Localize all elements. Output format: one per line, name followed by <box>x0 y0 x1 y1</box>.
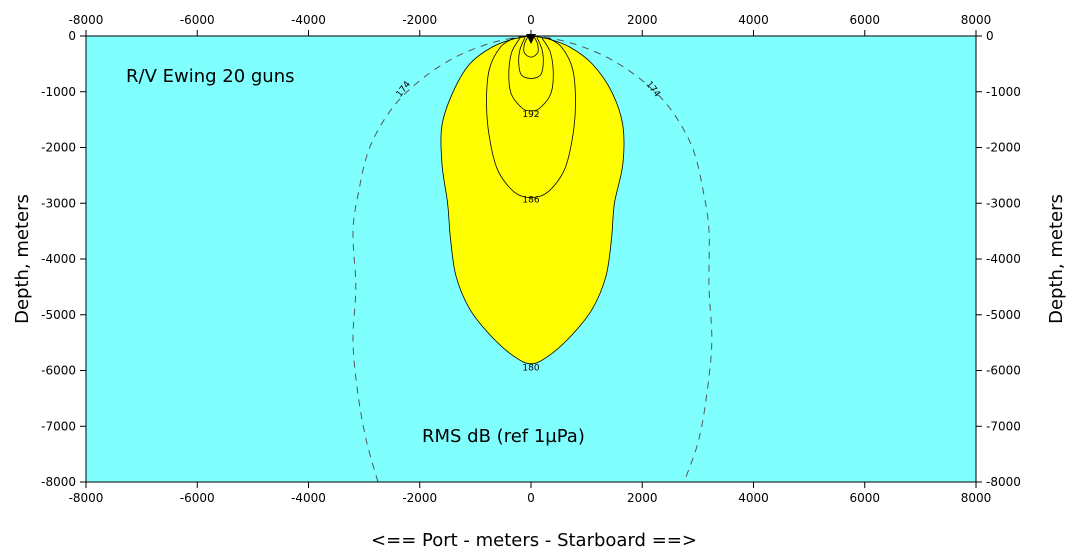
y-tick-label-left: 0 <box>68 29 76 43</box>
x-tick-label-bottom: -8000 <box>69 491 104 505</box>
contour-label-180: 180 <box>522 364 539 374</box>
y-tick-label-left: -2000 <box>41 141 76 155</box>
y-tick-label-left: -6000 <box>41 364 76 378</box>
y-tick-label-right: -6000 <box>986 364 1021 378</box>
y-tick-label-left: -3000 <box>41 196 76 210</box>
x-tick-label-bottom: -6000 <box>180 491 215 505</box>
contour-label-192: 192 <box>522 110 539 120</box>
contour-192 <box>508 37 554 112</box>
contour-186 <box>486 37 576 199</box>
y-tick-label-left: -4000 <box>41 252 76 266</box>
contour-204 <box>523 36 539 58</box>
y-tick-label-right: -1000 <box>986 85 1021 99</box>
y-axis-title-right: Depth, meters <box>1046 194 1067 324</box>
x-tick-label-bottom: 8000 <box>961 491 992 505</box>
contour-198 <box>518 37 544 79</box>
y-tick-label-left: -5000 <box>41 308 76 322</box>
contour-layer <box>352 35 713 483</box>
y-tick-label-right: -5000 <box>986 308 1021 322</box>
y-tick-label-right: 0 <box>986 29 994 43</box>
x-tick-label-top: 8000 <box>961 13 992 27</box>
x-axis-title: <== Port - meters - Starboard ==> <box>371 530 697 551</box>
x-tick-label-bottom: 4000 <box>738 491 769 505</box>
x-tick-label-top: 6000 <box>849 13 880 27</box>
y-tick-label-right: -3000 <box>986 196 1021 210</box>
x-tick-label-bottom: -2000 <box>402 491 437 505</box>
y-tick-label-left: -1000 <box>41 85 76 99</box>
y-axis-title-left: Depth, meters <box>12 194 33 324</box>
x-tick-label-top: -2000 <box>402 13 437 27</box>
contour-label-186: 186 <box>522 195 539 205</box>
x-tick-label-bottom: 6000 <box>849 491 880 505</box>
y-tick-label-left: -7000 <box>41 419 76 433</box>
x-tick-label-top: -8000 <box>69 13 104 27</box>
x-tick-label-bottom: -4000 <box>291 491 326 505</box>
y-tick-label-right: -2000 <box>986 141 1021 155</box>
x-tick-label-bottom: 2000 <box>627 491 658 505</box>
tick-layer: -8000 -8000 -6000 -6000 -4000 -4000 -2000 -2000… <box>41 13 1021 505</box>
source-marker-icon <box>526 34 536 44</box>
y-tick-label-right: -7000 <box>986 419 1021 433</box>
x-tick-label-top: 2000 <box>627 13 658 27</box>
y-tick-label-right: -4000 <box>986 252 1021 266</box>
x-tick-label-bottom: 0 <box>527 491 535 505</box>
contour-174 <box>352 35 713 483</box>
y-tick-label-left: -8000 <box>41 475 76 489</box>
x-tick-label-top: -6000 <box>180 13 215 27</box>
units-annotation: RMS dB (ref 1µPa) <box>422 426 585 447</box>
x-tick-label-top: -4000 <box>291 13 326 27</box>
x-tick-label-top: 0 <box>527 13 535 27</box>
vessel-annotation: R/V Ewing 20 guns <box>126 66 295 87</box>
x-tick-label-top: 4000 <box>738 13 769 27</box>
y-tick-label-right: -8000 <box>986 475 1021 489</box>
